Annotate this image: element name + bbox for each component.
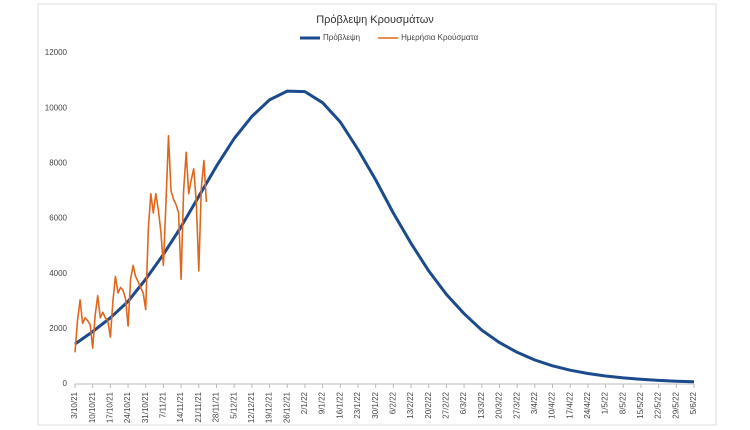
legend-label: Πρόβλεψη (323, 33, 360, 42)
y-tick-label: 4000 (49, 269, 67, 278)
y-tick-label: 0 (63, 379, 68, 388)
x-tick-label: 13/3/22 (477, 391, 486, 418)
x-tick-label: 24/4/22 (583, 391, 592, 418)
x-tick-label: 20/2/22 (424, 391, 433, 418)
y-tick-label: 6000 (49, 214, 67, 223)
x-tick-label: 21/11/21 (194, 391, 203, 422)
x-tick-label: 22/5/22 (654, 391, 663, 418)
series-line (74, 89, 695, 384)
x-tick-label: 5/12/21 (229, 391, 238, 418)
y-tick-label: 12000 (45, 48, 68, 57)
x-tick-label: 1/5/22 (601, 391, 610, 414)
x-tick-label: 27/3/22 (512, 391, 521, 418)
x-tick-label: 31/10/21 (141, 391, 150, 423)
x-tick-label: 29/5/22 (671, 391, 680, 418)
series-line (74, 135, 208, 353)
x-tick-label: 15/5/22 (636, 391, 645, 418)
x-tick-label: 8/5/22 (618, 391, 627, 414)
chart-title: Πρόβλεψη Κρουσμάτων (316, 14, 434, 26)
x-tick-label: 10/4/22 (548, 391, 557, 418)
x-tick-label: 26/12/21 (282, 391, 291, 423)
x-tick-label: 24/10/21 (123, 391, 132, 423)
x-tick-label: 2/1/22 (300, 391, 309, 414)
x-tick-label: 28/11/21 (212, 391, 221, 422)
x-tick-label: 9/1/22 (318, 391, 327, 414)
x-tick-label: 23/1/22 (353, 391, 362, 418)
x-tick-label: 30/1/22 (371, 391, 380, 418)
x-tick-label: 13/2/22 (406, 391, 415, 418)
x-tick-label: 16/1/22 (335, 391, 344, 418)
y-tick-label: 2000 (49, 324, 67, 333)
x-tick-label: 20/3/22 (495, 391, 504, 418)
x-tick-label: 6/3/22 (459, 391, 468, 414)
x-tick-label: 6/2/22 (388, 391, 397, 414)
x-tick-label: 27/2/22 (442, 391, 451, 418)
legend-label: Ημερήσια Κρούσματα (401, 33, 478, 42)
y-tick-label: 10000 (45, 103, 68, 112)
x-tick-label: 7/11/21 (159, 391, 168, 418)
x-tick-label: 3/4/22 (530, 391, 539, 414)
x-tick-label: 10/10/21 (88, 391, 97, 423)
x-tick-label: 3/10/21 (70, 391, 79, 418)
x-tick-label: 14/11/21 (176, 391, 185, 422)
x-tick-label: 5/6/22 (689, 391, 698, 414)
x-tick-label: 19/12/21 (265, 391, 274, 423)
x-tick-label: 17/4/22 (565, 391, 574, 418)
x-tick-label: 12/12/21 (247, 391, 256, 423)
y-tick-label: 8000 (49, 158, 67, 167)
x-tick-label: 17/10/21 (105, 391, 114, 423)
chart-frame (37, 3, 717, 426)
